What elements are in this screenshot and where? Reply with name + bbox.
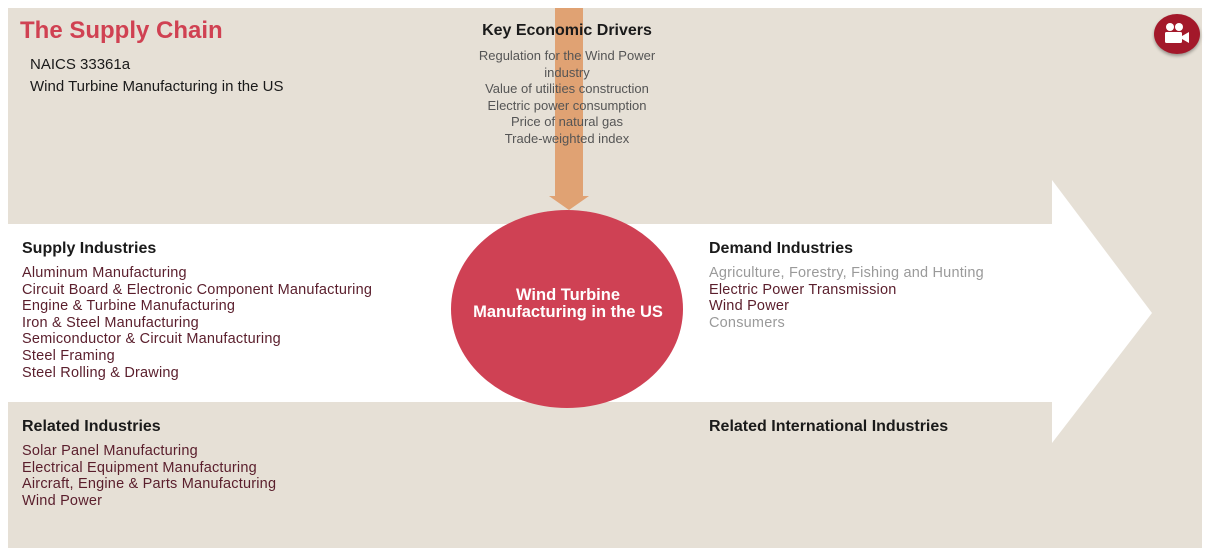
- related-industry-item: Electrical Equipment Manufacturing: [22, 459, 257, 476]
- supply-industry-item: Iron & Steel Manufacturing: [22, 314, 199, 331]
- related-industries-heading: Related Industries: [22, 418, 161, 435]
- supply-industry-item: Engine & Turbine Manufacturing: [22, 298, 236, 315]
- key-drivers-list: Regulation for the Wind Power industry V…: [442, 48, 692, 148]
- video-camera-icon: [1165, 23, 1189, 43]
- supply-industries-list: Aluminum Manufacturing Circuit Board & E…: [22, 265, 372, 381]
- bottom-panel: [8, 402, 1202, 548]
- top-panel: [8, 8, 1202, 224]
- supply-industries-heading: Supply Industries: [22, 240, 157, 257]
- demand-industries-list: Agriculture, Forestry, Fishing and Hunti…: [709, 265, 984, 331]
- supply-industry-item: Aluminum Manufacturing: [22, 265, 187, 281]
- industry-name: Wind Turbine Manufacturing in the US: [30, 78, 284, 95]
- demand-industry-item: Electric Power Transmission: [709, 281, 897, 298]
- related-industry-item: Wind Power: [22, 492, 103, 509]
- related-industries-list: Solar Panel Manufacturing Electrical Equ…: [22, 443, 276, 509]
- demand-industry-item: Consumers: [709, 314, 785, 331]
- demand-industry-item: Agriculture, Forestry, Fishing and Hunti…: [709, 265, 984, 281]
- related-industry-item: Aircraft, Engine & Parts Manufacturing: [22, 476, 277, 493]
- driver-item: Value of utilities construction: [485, 81, 649, 97]
- demand-industries-heading: Demand Industries: [709, 240, 854, 257]
- supply-industry-item: Circuit Board & Electronic Component Man…: [22, 281, 373, 298]
- center-circle: [451, 210, 683, 408]
- driver-item: Regulation for the Wind Power industry: [478, 48, 656, 80]
- center-industry-label: Wind Turbine Manufacturing in the US: [473, 286, 663, 321]
- key-drivers-heading: Key Economic Drivers: [482, 22, 652, 39]
- driver-item: Trade-weighted index: [504, 130, 630, 146]
- video-button[interactable]: [1154, 14, 1200, 54]
- supply-industry-item: Steel Framing: [22, 347, 115, 364]
- supply-industry-item: Steel Rolling & Drawing: [22, 364, 179, 381]
- driver-item: Price of natural gas: [510, 114, 623, 130]
- related-industry-item: Solar Panel Manufacturing: [22, 443, 198, 459]
- naics-code: NAICS 33361a: [30, 56, 131, 73]
- supply-industry-item: Semiconductor & Circuit Manufacturing: [22, 331, 281, 348]
- related-international-heading: Related International Industries: [709, 418, 949, 435]
- demand-industry-item: Wind Power: [709, 298, 790, 315]
- driver-arrow-shaft: [555, 8, 583, 198]
- driver-arrow-head: [549, 196, 589, 210]
- driver-item: Electric power consumption: [487, 97, 647, 113]
- page-title: The Supply Chain: [20, 17, 223, 44]
